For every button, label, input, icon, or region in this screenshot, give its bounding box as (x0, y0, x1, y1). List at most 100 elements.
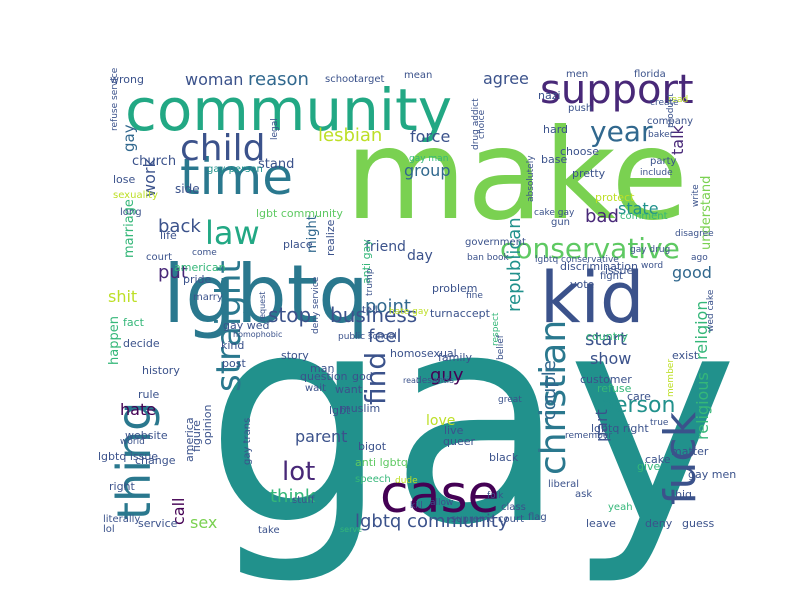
word-company: company (647, 116, 693, 127)
word-gay-man: gay man (409, 154, 448, 164)
word-liberal: liberal (548, 479, 579, 490)
word-create: create (650, 98, 679, 108)
word-absolutely: absolutely (526, 155, 536, 202)
word-lose: lose (113, 173, 136, 186)
word-person: person (600, 393, 675, 418)
word-speech: speech (355, 474, 391, 485)
word-thing: thing (107, 402, 161, 520)
word-happen: happen (107, 316, 122, 365)
word-include: include (640, 168, 673, 178)
word-men: men (566, 69, 588, 80)
word-child: child (180, 128, 265, 169)
word-push: push (568, 103, 592, 114)
word-force: force (410, 127, 450, 146)
word-marry: marry (193, 292, 223, 303)
word-read: read (668, 95, 688, 105)
word-marriage: marriage (122, 199, 137, 258)
word-long: long (120, 207, 142, 218)
word-stuff: stuff (292, 495, 315, 506)
word-right: right (109, 480, 136, 493)
word-kill: kill (410, 501, 423, 511)
word-target: target (354, 74, 384, 85)
word-product: product (666, 93, 676, 128)
word-comment: comment (620, 211, 668, 222)
word-deny-service: deny service (311, 276, 321, 334)
word-world: world (120, 437, 145, 447)
word-christian: christian (533, 320, 574, 475)
word-cake: cake (645, 453, 671, 466)
word-discrimination: discrimination (560, 260, 638, 273)
word-flag: flag (528, 512, 547, 523)
word-fight: fight (600, 271, 623, 282)
word-gay: gay (205, 252, 738, 589)
word-friend: friend (365, 239, 406, 255)
word-real: real (403, 376, 418, 385)
word-leave: leave (586, 517, 616, 530)
word-legal: legal (270, 118, 280, 140)
word-history: history (142, 364, 180, 377)
word-day: day (407, 248, 433, 264)
word-public-school: public school (338, 332, 397, 342)
word-show: show (590, 349, 631, 368)
word-want: want (335, 383, 363, 396)
word-guess: guess (682, 517, 714, 530)
word-gay-trans: gay trans (242, 418, 253, 465)
word-issue: issue (605, 264, 633, 277)
word-deny: deny (645, 517, 673, 530)
word-god: god (352, 370, 373, 383)
word-feel: feel (368, 326, 402, 347)
word-decide: decide (123, 337, 160, 350)
word-ago: ago (691, 253, 708, 263)
word-understand: understand (699, 176, 714, 250)
word-queer: queer (443, 435, 475, 448)
word-point: point (365, 296, 411, 317)
word-community: community (125, 76, 452, 144)
word-family: family (438, 351, 472, 364)
word-lgbtq-right: lgbtq right (591, 422, 649, 435)
word-shit: shit (108, 287, 137, 306)
word-gay-drug: gay drug (630, 245, 670, 255)
word-rule: rule (138, 388, 160, 401)
word-ban-book: ban book (467, 253, 510, 263)
word-figure: figure (190, 420, 203, 452)
word-gay-men: gay men (688, 468, 736, 481)
word-sexuality: sexuality (113, 190, 158, 201)
word-good: good (672, 263, 712, 282)
word-wait: wait (305, 383, 326, 394)
word-gay: gay (120, 124, 138, 152)
word-opinion: opinion (201, 404, 214, 445)
word-lgbtq-community: lgbtq community (355, 511, 509, 532)
word-life: life (160, 229, 177, 242)
word-nazi: nazi (538, 89, 561, 102)
word-choose: choose (560, 145, 599, 158)
word-conservative: conservative (500, 232, 680, 265)
word-back: back (158, 216, 201, 237)
word-state: state (618, 199, 659, 218)
word-lol: lol (103, 524, 115, 535)
word-gay-person: gay person (207, 164, 263, 175)
word-folk: folk (487, 491, 504, 501)
word-agree: agree (483, 69, 529, 88)
word-talk: talk (668, 124, 687, 155)
word-trump: trump (365, 268, 375, 296)
word-lot: lot (282, 457, 315, 487)
word-group: group (404, 161, 450, 180)
word-member: member (666, 359, 676, 397)
word-anti-gay: anti gay (360, 239, 373, 284)
word-story: story (281, 349, 309, 362)
word-remember: remember (565, 431, 612, 441)
word-hate-gay: hate gay (389, 307, 429, 317)
word-word: word (641, 261, 663, 271)
word-american: american (174, 261, 226, 274)
word-hate: hate (120, 400, 156, 419)
word-government: government (465, 237, 526, 248)
word-pride: pride (183, 273, 212, 286)
word-care: care (627, 390, 651, 403)
word-choice: choice (477, 109, 487, 139)
word-dude: dude (395, 476, 418, 486)
word-start: start (585, 329, 627, 350)
word-country: country (586, 330, 629, 343)
word-side: side (175, 182, 200, 196)
